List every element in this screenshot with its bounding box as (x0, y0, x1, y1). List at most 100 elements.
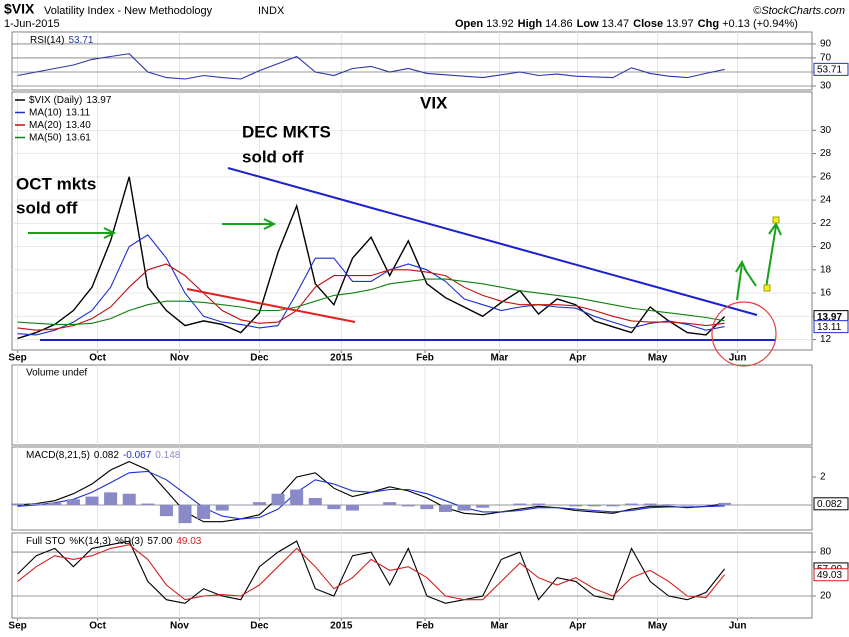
legend-value: 13.97 (86, 95, 111, 106)
y-tick-label: 16 (820, 288, 832, 299)
circle (711, 301, 777, 367)
histogram-bar (569, 504, 583, 507)
x-tick-label: Jun (729, 353, 747, 364)
y-tick-label: 20 (820, 591, 832, 602)
histogram-bar (197, 504, 211, 519)
histogram-bar (457, 504, 471, 511)
x-tick-label: 2015 (330, 621, 353, 632)
x-tick-label: Feb (416, 621, 434, 632)
legend-value: 13.40 (66, 120, 91, 131)
histogram-bar (476, 504, 490, 508)
value-box (813, 320, 849, 334)
histogram-bar (383, 502, 397, 505)
series-line (17, 53, 725, 80)
red-trendline (186, 288, 356, 323)
exchange: INDX (258, 5, 285, 17)
value-box-label: 49.03 (817, 570, 842, 581)
histogram-bar (345, 504, 359, 511)
histogram-bar (11, 503, 25, 505)
x-tick-label: Nov (170, 353, 189, 364)
y-tick-label: 80 (820, 547, 832, 558)
y-tick-label: 2 (820, 472, 826, 483)
legend-name: MA(10) (29, 107, 62, 118)
histogram-bar (122, 493, 136, 505)
histogram-bar (364, 504, 378, 506)
quote-label: High (518, 18, 543, 30)
quote-label: Low (577, 18, 599, 30)
value-box (813, 568, 849, 582)
legend-entry: $VIX (Daily) 13.97 (29, 95, 112, 106)
x-tick-label: May (648, 353, 668, 364)
series-line (17, 234, 725, 336)
histogram-bar (606, 504, 620, 507)
histogram-bar (513, 503, 527, 505)
quote-value: 14.86 (545, 18, 573, 30)
y-tick-label: 26 (820, 171, 832, 182)
annotation: DEC MKTS (242, 122, 331, 141)
legend: MACD(8,21,5) 0.082 -0.067 0.148 (26, 450, 181, 461)
quote-label: Open (455, 18, 483, 30)
y-tick-label: 22 (820, 218, 832, 229)
x-tick-label: Apr (569, 621, 586, 632)
legend-value: 49.03 (176, 536, 201, 547)
legend-name: RSI(14) (30, 35, 64, 46)
legend-name: %K(14,3) (69, 536, 111, 547)
arrow (743, 267, 757, 287)
legend-value: 13.61 (66, 132, 91, 143)
quote-label: Chg (698, 18, 719, 30)
legend-name: MA(50) (29, 132, 62, 143)
x-tick-label: Feb (416, 353, 434, 364)
histogram-bar (625, 503, 639, 505)
histogram-bar (327, 504, 341, 510)
histogram-bar (252, 502, 266, 505)
x-tick-label: Sep (8, 621, 26, 632)
x-tick-label: Apr (569, 353, 586, 364)
value-box-label: 13.11 (817, 322, 842, 333)
histogram-bar (587, 504, 601, 507)
source: ©StockCharts.com (753, 5, 845, 17)
panel-frame (11, 532, 813, 619)
y-tick-label: 30 (820, 125, 832, 136)
series-line (17, 263, 725, 331)
x-tick-label: Jun (729, 621, 747, 632)
x-tick-label: Oct (89, 621, 106, 632)
y-tick-label: 18 (820, 264, 832, 275)
quote-item: Open 13.92 (455, 18, 514, 30)
arrow (765, 225, 777, 289)
histogram-bar (438, 504, 452, 512)
annotation: sold off (16, 198, 78, 217)
value-box (813, 497, 849, 511)
histogram-bar (159, 504, 173, 517)
symbol: $VIX (4, 1, 35, 17)
x-tick-label: Mar (491, 353, 509, 364)
legend-entry: MA(10) 13.11 (29, 107, 91, 118)
panel-frame (11, 91, 813, 351)
quote-label: Close (633, 18, 663, 30)
histogram-bar (48, 502, 62, 505)
quote-value: 13.92 (486, 18, 514, 30)
quote-item: Close 13.97 (633, 18, 694, 30)
legend-name: $VIX (Daily) (29, 95, 82, 106)
quote-value: 13.47 (602, 18, 630, 30)
histogram-bar (401, 504, 415, 507)
arrows (28, 218, 782, 301)
date: 1-Jun-2015 (4, 18, 60, 30)
arrow (736, 263, 743, 301)
quote-value: 13.97 (666, 18, 694, 30)
annotation: OCT mkts (16, 174, 96, 193)
legend-value: 13.11 (66, 107, 91, 118)
x-tick-label: 2015 (330, 353, 353, 364)
histogram-bar (494, 504, 508, 506)
panel-frame (11, 446, 813, 531)
x-tick-label: Sep (8, 353, 26, 364)
legend-value: 57.00 (147, 536, 172, 547)
histogram-bar (29, 503, 43, 505)
series-line (17, 540, 726, 604)
value-box (813, 62, 849, 76)
histogram-bar (141, 503, 155, 505)
panel-title: Full STO (26, 536, 65, 547)
trendline (227, 167, 758, 316)
legend-value: 53.71 (68, 35, 93, 46)
legend-value: 0.082 (94, 450, 119, 461)
